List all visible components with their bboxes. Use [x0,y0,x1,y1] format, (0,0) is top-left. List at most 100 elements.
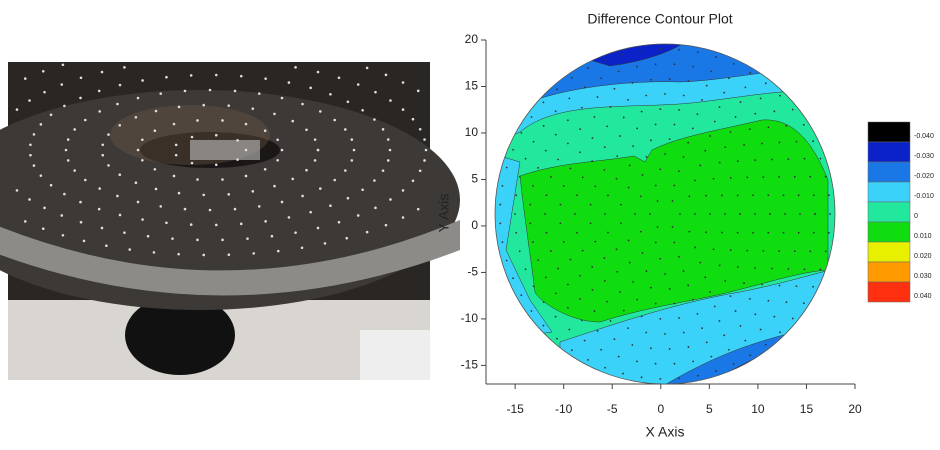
sample-point [710,355,713,358]
sample-point [819,157,822,160]
photo-dot [233,207,237,211]
sample-point [583,339,586,342]
sample-point [640,376,643,379]
photo-dot [287,216,291,219]
photo-dot [154,187,158,191]
sample-point [682,270,685,272]
contour-region [589,44,701,67]
sample-point [518,250,521,253]
colorbar-label: -0.020 [914,173,934,180]
sample-point [671,200,674,202]
photo-dot [227,104,231,107]
photo-dot [273,112,276,116]
photo-dot [252,252,256,255]
photo-dot [251,107,255,110]
photo-dot [29,153,32,157]
sample-point [682,331,685,334]
photo-dot [214,73,218,77]
sample-point [762,176,765,179]
sample-point [734,116,737,118]
photo-dot [227,253,231,257]
sample-point [710,70,713,73]
sample-point [659,48,662,50]
sample-point [530,310,533,312]
sample-point [809,250,812,253]
sample-point [619,291,621,293]
colorbar-swatch [867,201,911,223]
sample-point [761,142,763,145]
photo-dot [344,169,347,172]
sample-point [501,241,504,244]
sample-point [727,348,730,351]
photo-dot [305,168,308,172]
sample-point [645,156,648,158]
photo-dot [350,138,354,141]
sample-point [499,222,502,225]
photo-dots [15,63,428,257]
photo-dot [172,122,176,126]
sample-point [514,213,516,215]
sample-point [600,77,603,80]
photo-dot [236,158,239,161]
sample-point [581,176,584,179]
sample-point [709,135,711,137]
photo-dot [107,164,110,167]
photo-dot [101,143,105,147]
photo-dot [105,244,108,248]
photo-dot [172,174,176,178]
photo-dot [63,192,66,196]
sample-point [729,249,732,252]
sample-point [562,241,565,243]
sample-point [705,84,708,87]
sample-point [654,241,657,244]
sample-point [591,160,594,162]
sample-point [802,302,805,305]
sample-point [617,355,620,358]
sample-point [622,309,625,312]
colorbar-label: 0.030 [914,273,932,280]
colorbar-label: 0.040 [914,293,932,300]
sample-point [604,213,606,215]
photo-dot [319,110,322,113]
sample-point [593,116,596,118]
photo-dot [361,108,364,112]
sample-point [779,94,781,97]
sample-point [736,266,739,268]
sample-point [554,133,557,136]
sample-point [724,213,726,215]
sample-point [580,319,583,322]
photo-dot [384,73,388,77]
sample-point [640,110,643,113]
sample-point [803,157,806,160]
photo-dot [350,159,354,162]
sample-point [736,160,739,162]
sample-point [635,65,638,68]
sample-point [718,264,721,267]
sample-point [691,298,694,301]
colorbar-swatch [867,261,911,283]
sample-point [639,195,642,198]
photo-dot [323,242,327,245]
photo-dot [39,123,43,126]
sample-point [570,76,573,79]
photo-dot [79,76,83,80]
colorbar-swatch [867,181,911,203]
photo-dot [190,161,194,165]
photo-dot [294,66,297,69]
sample-point [778,141,781,144]
sample-point [616,155,619,158]
sample-point [724,279,727,282]
sample-point [515,194,518,197]
sample-point [589,203,592,206]
sample-point [744,86,747,89]
photo-dot [165,221,168,225]
colorbar-swatch [867,241,911,263]
sample-point [678,109,680,111]
disk-outline [494,43,836,385]
sample-point [668,138,671,141]
colorbar-swatch [867,141,911,163]
sample-point [537,166,540,169]
photo-dot [346,100,350,104]
sample-point [545,231,548,234]
photo-dot [233,89,237,93]
